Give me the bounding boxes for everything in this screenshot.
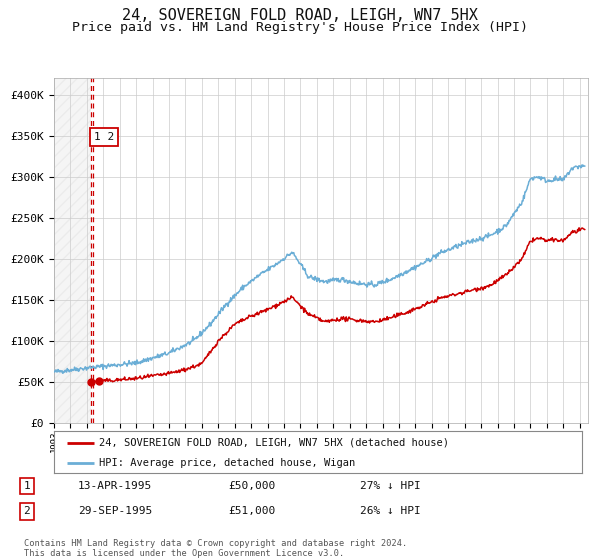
Text: HPI: Average price, detached house, Wigan: HPI: Average price, detached house, Wiga… [99, 458, 355, 468]
Text: 29-SEP-1995: 29-SEP-1995 [78, 506, 152, 516]
Text: £50,000: £50,000 [228, 481, 275, 491]
Text: Price paid vs. HM Land Registry's House Price Index (HPI): Price paid vs. HM Land Registry's House … [72, 21, 528, 34]
Text: £51,000: £51,000 [228, 506, 275, 516]
Bar [54, 78, 91, 423]
Text: 24, SOVEREIGN FOLD ROAD, LEIGH, WN7 5HX (detached house): 24, SOVEREIGN FOLD ROAD, LEIGH, WN7 5HX … [99, 438, 449, 448]
Text: 24, SOVEREIGN FOLD ROAD, LEIGH, WN7 5HX: 24, SOVEREIGN FOLD ROAD, LEIGH, WN7 5HX [122, 8, 478, 24]
Text: 27% ↓ HPI: 27% ↓ HPI [360, 481, 421, 491]
Text: Contains HM Land Registry data © Crown copyright and database right 2024.
This d: Contains HM Land Registry data © Crown c… [24, 539, 407, 558]
Text: 1 2: 1 2 [94, 132, 114, 142]
Text: 1: 1 [23, 481, 31, 491]
Text: 26% ↓ HPI: 26% ↓ HPI [360, 506, 421, 516]
Text: 13-APR-1995: 13-APR-1995 [78, 481, 152, 491]
Text: 2: 2 [23, 506, 31, 516]
